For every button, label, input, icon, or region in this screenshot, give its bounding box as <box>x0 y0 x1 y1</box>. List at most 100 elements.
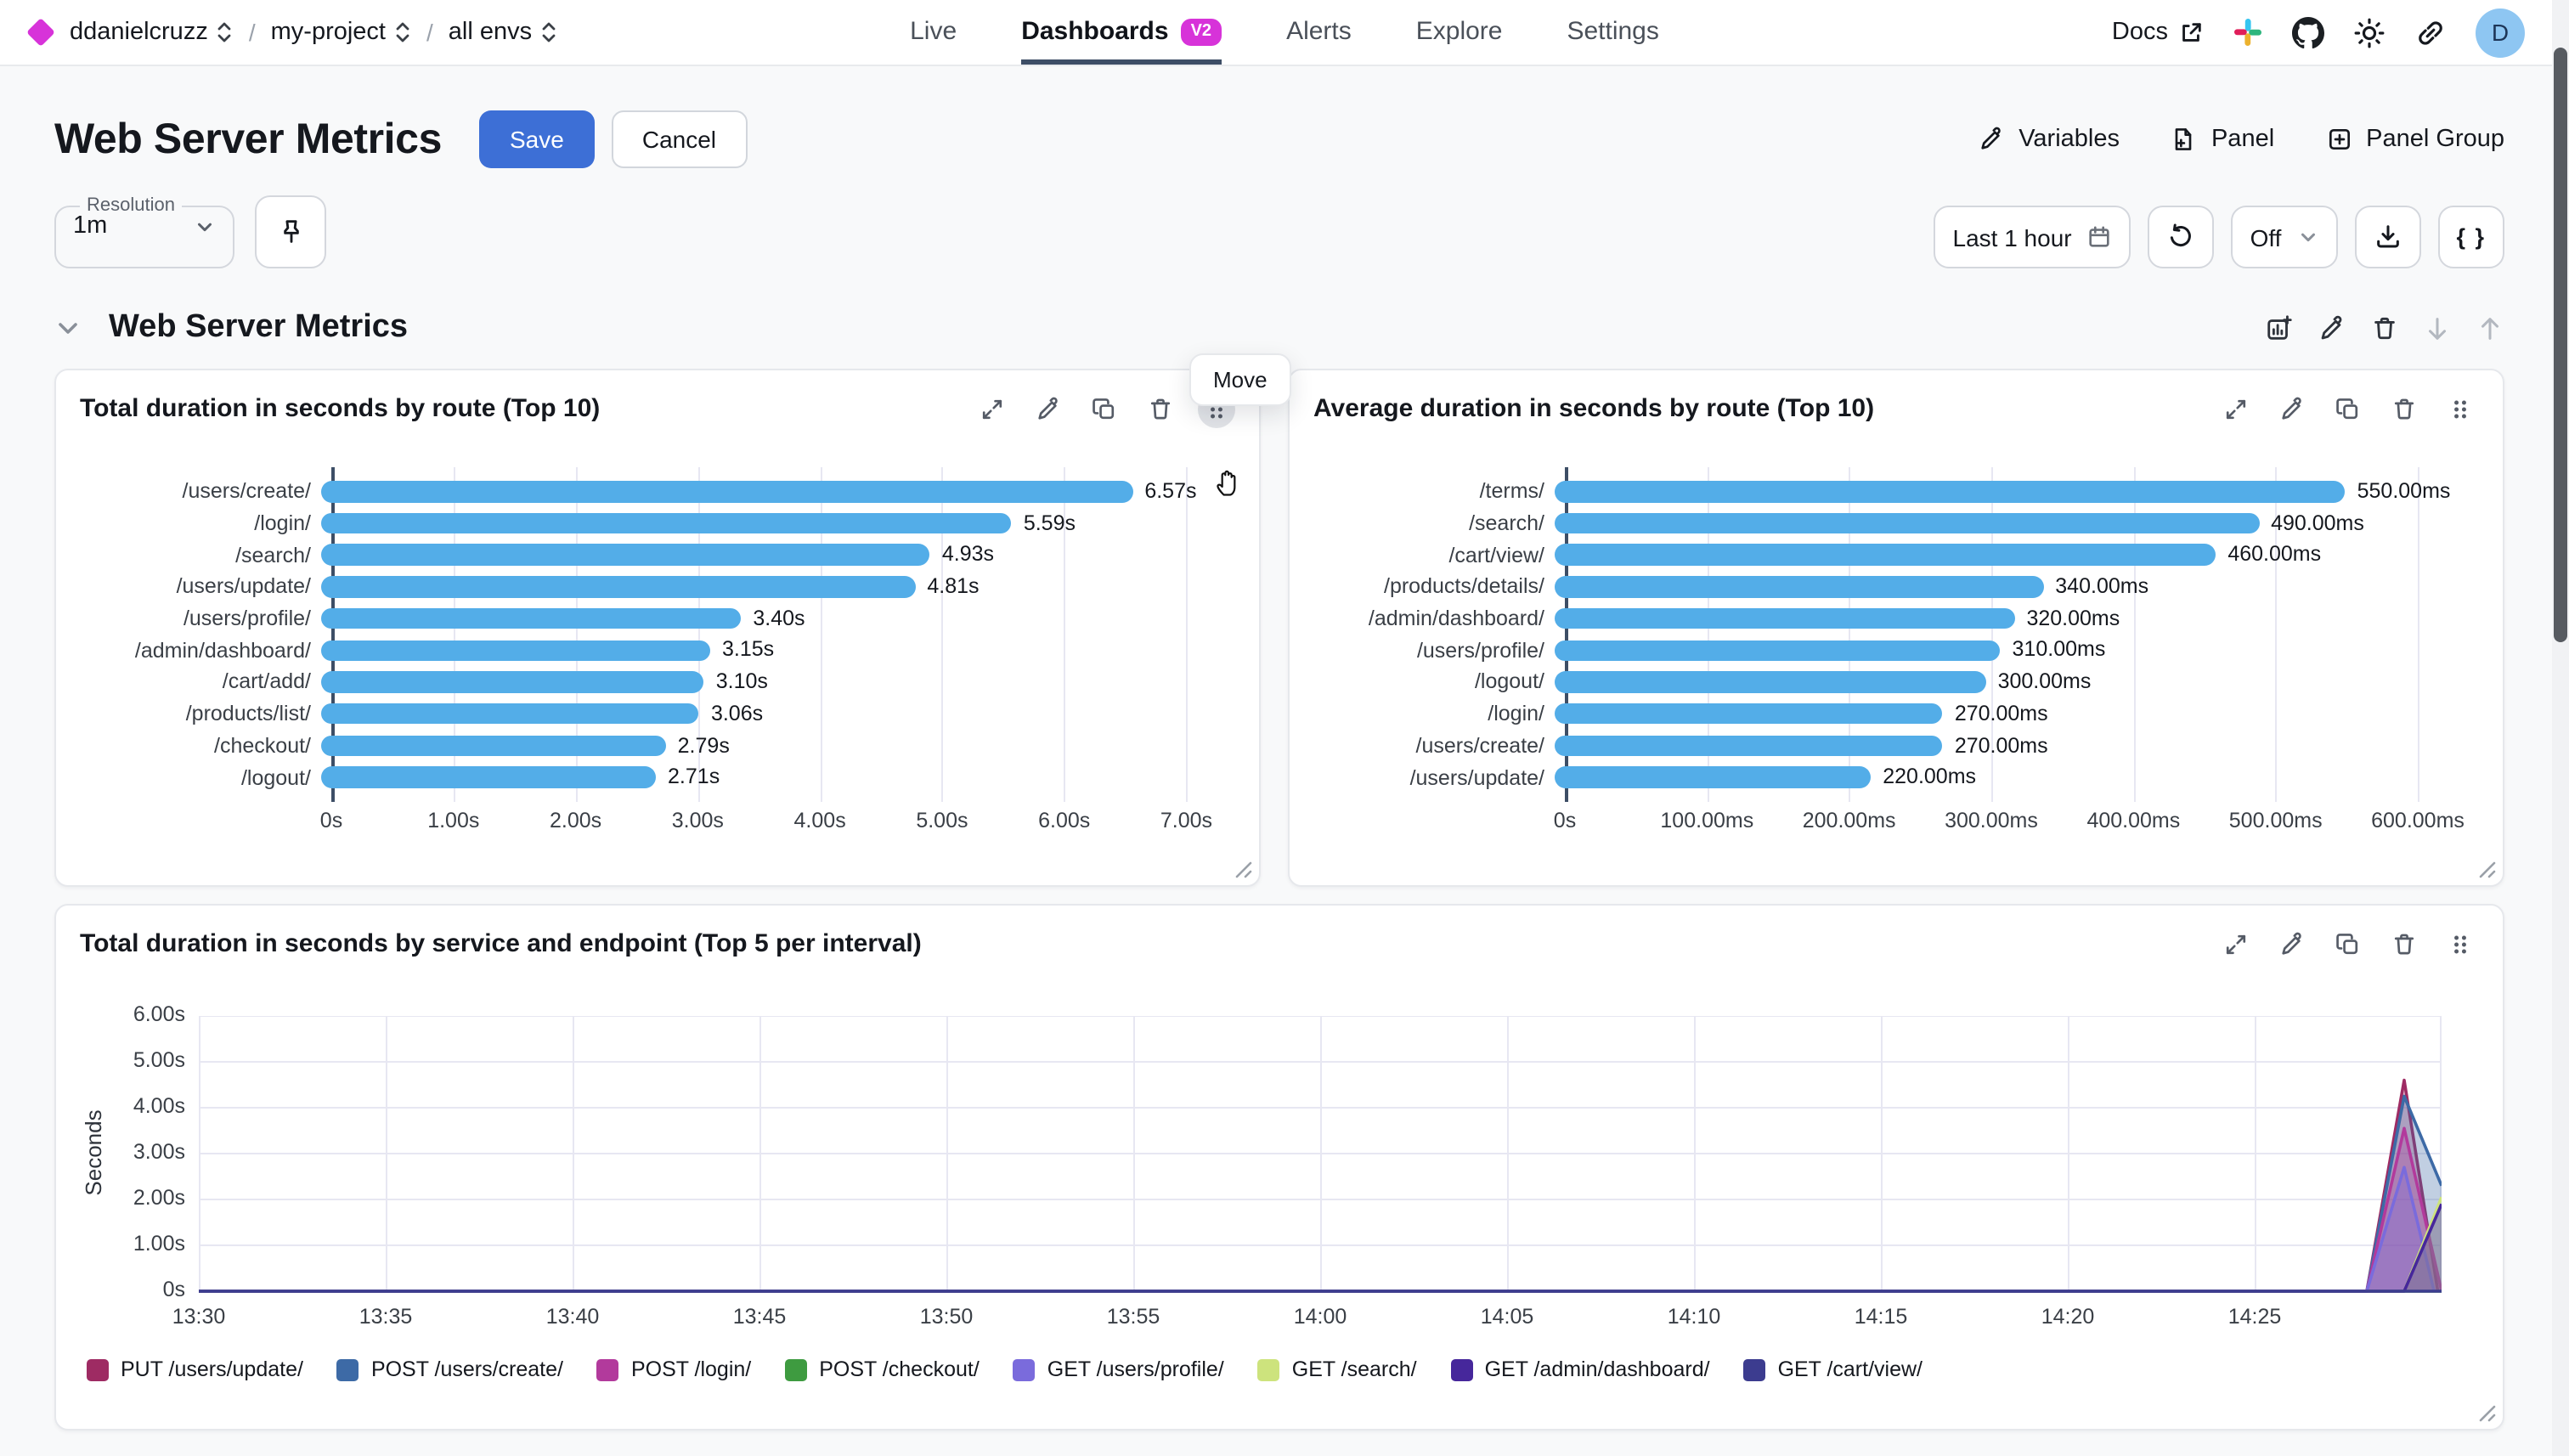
bar[interactable] <box>1555 735 1943 757</box>
tab-live[interactable]: Live <box>910 17 957 46</box>
panel-resize-handle[interactable] <box>1234 860 1254 880</box>
scrollbar-thumb[interactable] <box>2554 48 2567 642</box>
pin-resolution-button[interactable] <box>255 195 326 268</box>
download-button[interactable] <box>2354 206 2421 268</box>
share-link-icon[interactable] <box>2414 16 2447 48</box>
legend-item[interactable]: GET /search/ <box>1257 1357 1417 1381</box>
edit-panel-icon[interactable] <box>2273 926 2311 963</box>
add-panel-button[interactable]: Panel <box>2171 126 2274 153</box>
collapse-chevron-icon[interactable] <box>54 314 82 341</box>
breadcrumb-env[interactable]: all envs <box>449 19 557 46</box>
duplicate-panel-icon[interactable] <box>2329 926 2367 963</box>
json-view-button[interactable]: { } <box>2437 206 2504 268</box>
edit-group-icon[interactable] <box>2318 313 2346 342</box>
bar-value-label: 270.00ms <box>1954 733 2048 757</box>
vertical-scrollbar[interactable] <box>2552 0 2569 1456</box>
refresh-button[interactable] <box>2148 206 2215 268</box>
expand-panel-icon[interactable] <box>2217 391 2255 428</box>
bar-value-label: 220.00ms <box>1883 765 1977 789</box>
time-range-picker[interactable]: Last 1 hour <box>1934 206 2131 268</box>
expand-panel-icon[interactable] <box>974 391 1011 428</box>
bar-category-label: /cart/view/ <box>1448 543 1544 567</box>
x-tick-label: 2.00s <box>549 808 602 832</box>
delete-panel-icon[interactable] <box>2386 926 2423 963</box>
expand-panel-icon[interactable] <box>2217 926 2255 963</box>
edit-panel-icon[interactable] <box>2273 391 2311 428</box>
panel-resize-handle[interactable] <box>2477 860 2498 880</box>
breadcrumb-org[interactable]: ddanielcruzz <box>70 19 234 46</box>
add-chart-to-group-icon[interactable] <box>2265 313 2294 342</box>
bar[interactable] <box>321 766 657 788</box>
bar[interactable] <box>1555 703 1943 725</box>
bar-track: 3.10s <box>321 666 1235 697</box>
auto-refresh-select[interactable]: Off <box>2231 206 2338 268</box>
edit-panel-icon[interactable] <box>1030 391 1067 428</box>
panel-resize-handle[interactable] <box>2477 1403 2498 1424</box>
bar[interactable] <box>321 512 1012 534</box>
legend-item[interactable]: POST /login/ <box>596 1357 751 1381</box>
breadcrumb-project[interactable]: my-project <box>271 19 411 46</box>
tab-alerts[interactable]: Alerts <box>1286 17 1352 46</box>
theme-sun-icon[interactable] <box>2353 16 2386 48</box>
user-avatar[interactable]: D <box>2476 8 2525 57</box>
chevron-down-icon <box>2301 233 2315 242</box>
github-icon[interactable] <box>2292 16 2324 48</box>
cancel-button[interactable]: Cancel <box>611 110 748 168</box>
drag-panel-handle[interactable] <box>2442 391 2479 428</box>
x-tick-label: 13:50 <box>919 1305 974 1329</box>
docs-link[interactable]: Docs <box>2112 19 2204 46</box>
bar[interactable] <box>321 703 699 725</box>
move-group-up-icon[interactable] <box>2476 313 2504 342</box>
bar-value-label: 4.93s <box>941 542 995 567</box>
tab-dashboards[interactable]: Dashboards V2 <box>1021 0 1222 65</box>
add-panel-group-button[interactable]: Panel Group <box>2325 126 2504 153</box>
bar-category-label: /users/profile/ <box>183 607 311 631</box>
bar-track: 550.00ms <box>1555 476 2479 507</box>
bar-row: /cart/view/460.00ms <box>1313 539 2479 571</box>
legend-item[interactable]: POST /users/create/ <box>336 1357 563 1381</box>
bar[interactable] <box>1555 640 2001 662</box>
bar[interactable] <box>321 735 666 757</box>
bar[interactable] <box>321 640 710 662</box>
bar[interactable] <box>1555 512 2260 534</box>
bar[interactable] <box>1555 671 1986 693</box>
bar[interactable] <box>321 607 742 629</box>
save-button[interactable]: Save <box>479 110 595 168</box>
tab-explore[interactable]: Explore <box>1415 17 1503 46</box>
x-tick-label: 0s <box>319 808 343 832</box>
bar-row: /users/update/220.00ms <box>1313 761 2479 793</box>
legend-item[interactable]: PUT /users/update/ <box>87 1357 303 1381</box>
legend-item[interactable]: GET /admin/dashboard/ <box>1450 1357 1710 1381</box>
drag-panel-handle[interactable] <box>2442 926 2479 963</box>
y-tick-label: 1.00s <box>133 1232 185 1256</box>
delete-panel-icon[interactable] <box>2386 391 2423 428</box>
bar[interactable] <box>1555 544 2216 566</box>
square-plus-icon <box>2329 129 2350 150</box>
legend-swatch <box>87 1358 109 1380</box>
bar[interactable] <box>1555 576 2044 598</box>
variables-button[interactable]: Variables <box>1978 126 2120 153</box>
tab-settings[interactable]: Settings <box>1567 17 1659 46</box>
bar[interactable] <box>1555 766 1872 788</box>
slack-icon[interactable] <box>2233 17 2263 48</box>
move-group-down-icon[interactable] <box>2423 313 2452 342</box>
legend-item[interactable]: POST /checkout/ <box>785 1357 980 1381</box>
bar-chart-total-duration: /users/create/6.57s/login/5.59s/search/4… <box>80 467 1235 838</box>
bar[interactable] <box>321 481 1133 503</box>
legend-item[interactable]: GET /users/profile/ <box>1013 1357 1224 1381</box>
duplicate-panel-icon[interactable] <box>1086 391 1123 428</box>
bar[interactable] <box>1555 607 2015 629</box>
delete-group-icon[interactable] <box>2370 313 2399 342</box>
x-tick-label: 3.00s <box>671 808 724 832</box>
legend-item[interactable]: GET /cart/view/ <box>1743 1357 1923 1381</box>
x-tick-label: 200.00ms <box>1802 808 1896 832</box>
bar[interactable] <box>321 576 916 598</box>
bar[interactable] <box>321 671 704 693</box>
bar[interactable] <box>1555 481 2346 503</box>
resolution-select[interactable]: Resolution 1m <box>54 195 234 268</box>
bar[interactable] <box>321 544 930 566</box>
delete-panel-icon[interactable] <box>1142 391 1179 428</box>
panel-title: Average duration in seconds by route (To… <box>1313 394 1875 423</box>
duplicate-panel-icon[interactable] <box>2329 391 2367 428</box>
line-chart-canvas[interactable] <box>199 1016 2442 1295</box>
